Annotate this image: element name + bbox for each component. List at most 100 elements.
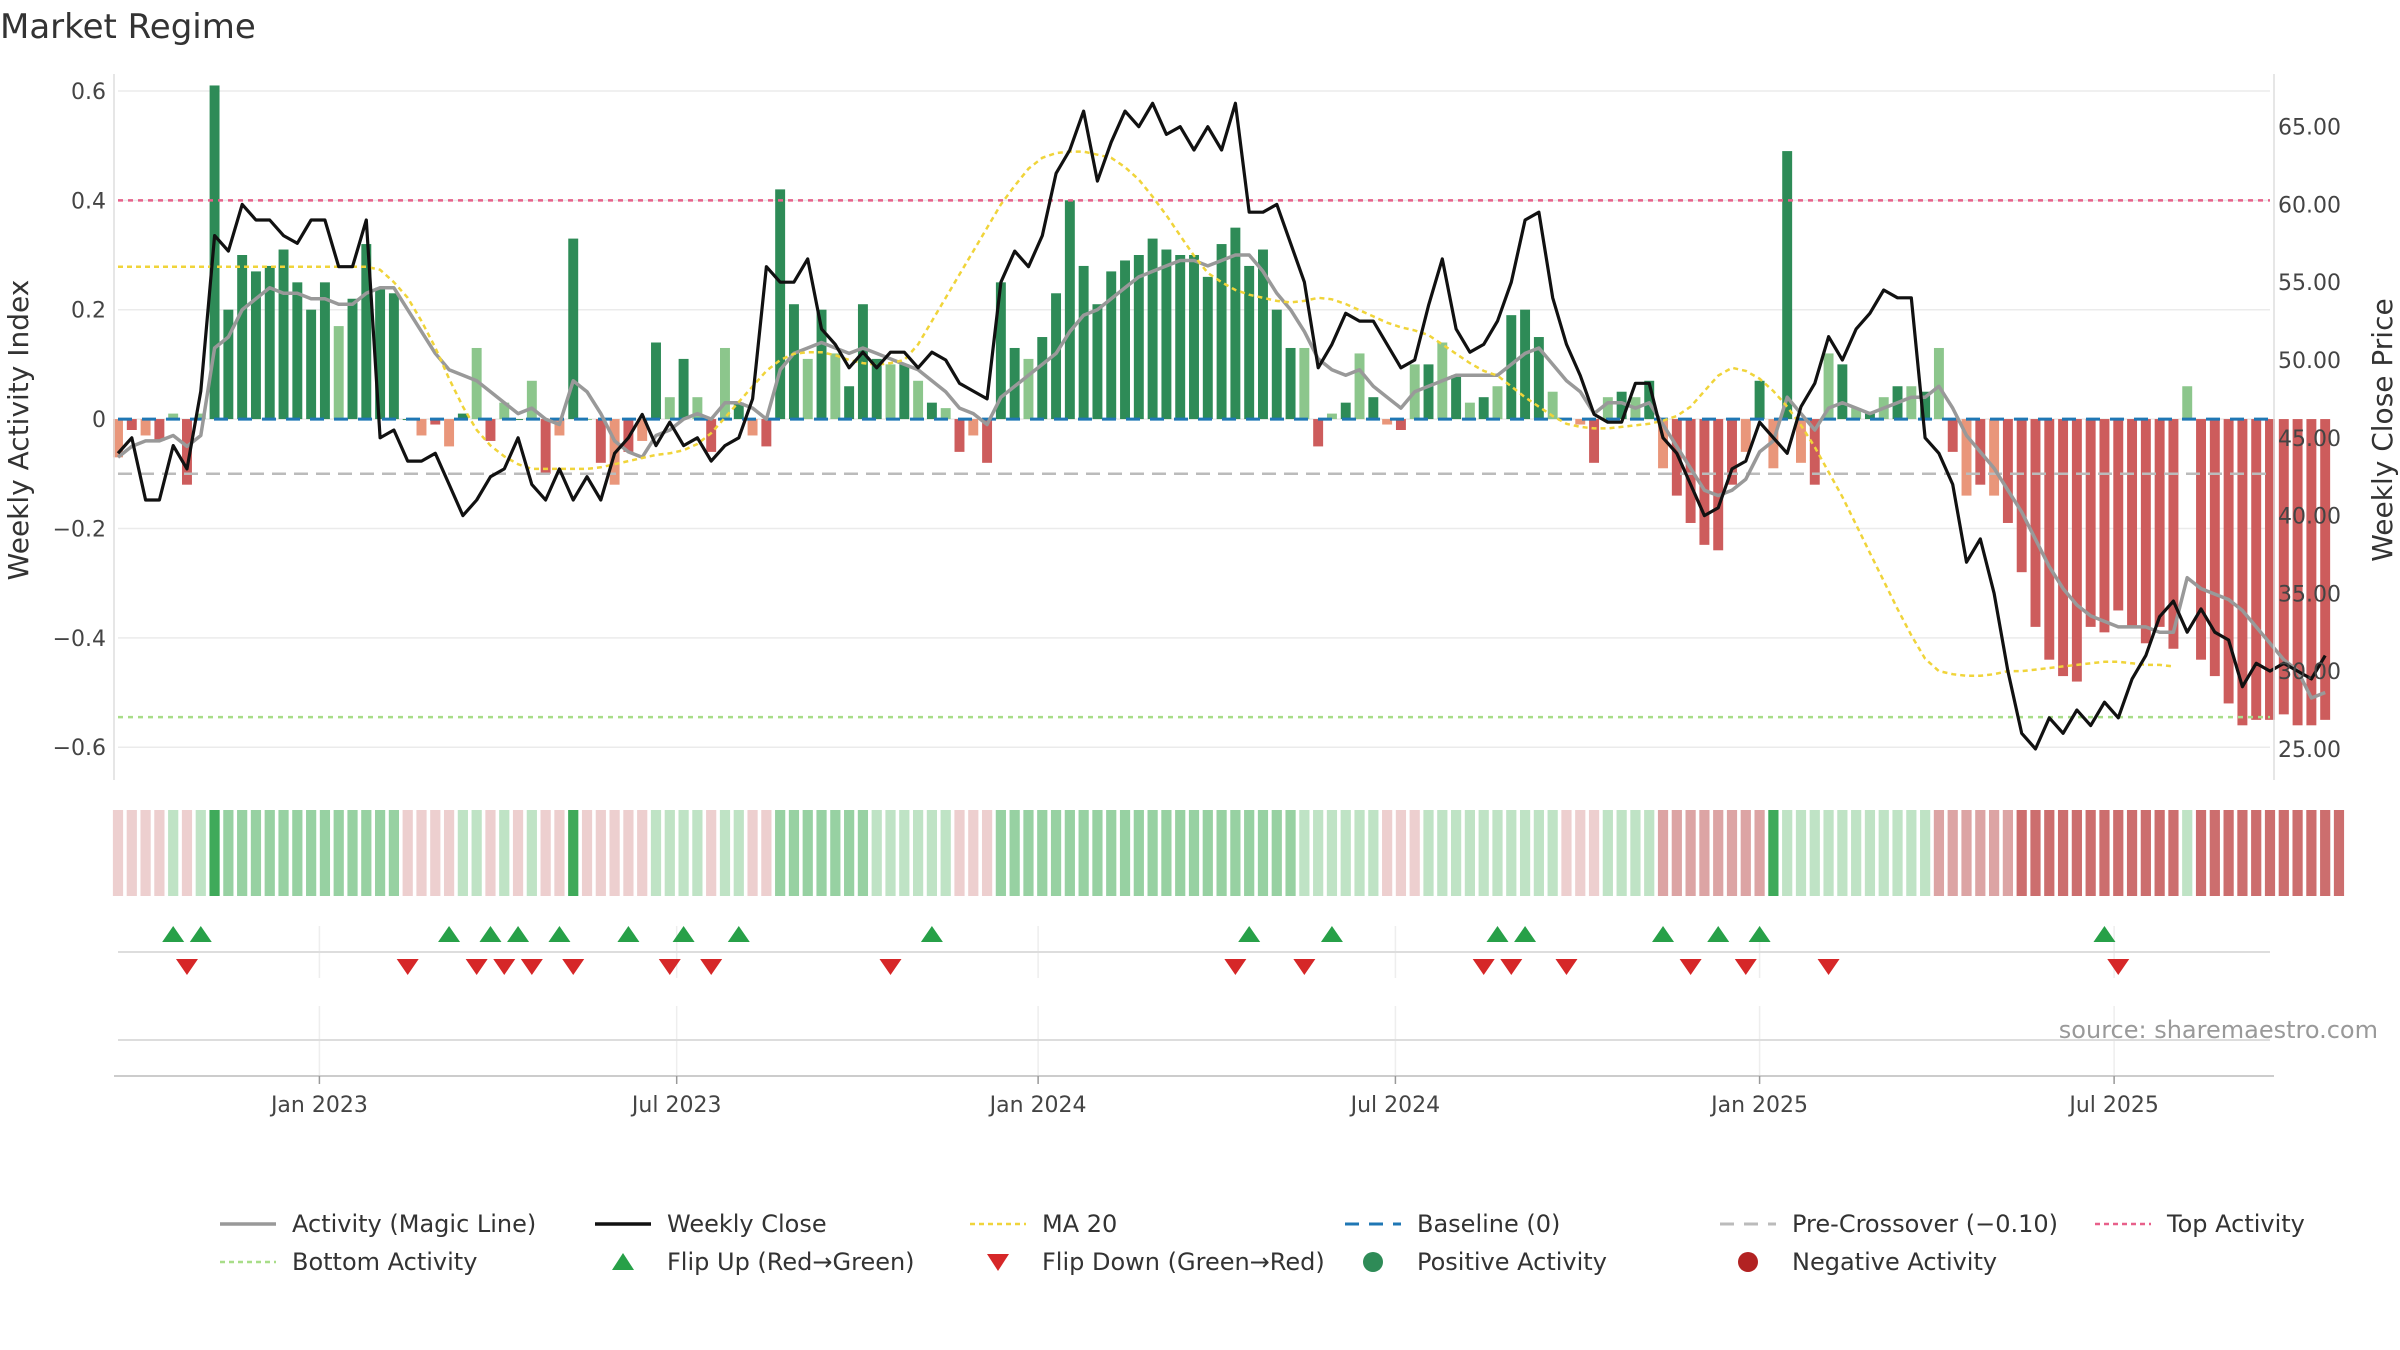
activity-bar — [264, 265, 275, 420]
activity-bar — [1520, 309, 1531, 420]
regime-cell — [1009, 810, 1020, 896]
regime-cell — [664, 810, 675, 896]
activity-bar — [278, 249, 289, 420]
regime-cell — [1340, 810, 1351, 896]
regime-cell — [2140, 810, 2151, 896]
regime-cell — [2113, 810, 2124, 896]
flip-up-marker — [617, 926, 640, 942]
activity-bar — [499, 402, 510, 420]
regime-cell — [223, 810, 234, 896]
activity-bar — [885, 364, 896, 420]
regime-cell — [1092, 810, 1103, 896]
flip-down-marker — [1472, 959, 1495, 975]
activity-bar — [1947, 419, 1958, 452]
activity-bar — [1202, 276, 1213, 420]
regime-cell — [430, 810, 441, 896]
legend-swatch-flip-up — [612, 1253, 634, 1270]
y-tick-left: −0.2 — [53, 517, 106, 542]
activity-bar — [1989, 419, 2000, 496]
regime-cell — [1961, 810, 1972, 896]
activity-bar — [2140, 419, 2151, 644]
ma20-series — [118, 150, 2174, 678]
regime-cell — [816, 810, 827, 896]
regime-cell — [292, 810, 303, 896]
activity-bar — [968, 419, 979, 436]
y-tick-right: 40.00 — [2278, 505, 2341, 530]
activity-bar — [1809, 419, 1820, 485]
flip-up-marker — [1238, 926, 1261, 942]
activity-bar — [237, 255, 248, 420]
regime-cell — [1519, 810, 1531, 896]
activity-bar — [2251, 419, 2262, 720]
regime-cell — [2168, 810, 2179, 896]
activity-bar — [1658, 419, 1668, 469]
regime-cell — [1602, 810, 1613, 896]
regime-cell — [844, 810, 855, 896]
regime-cell — [788, 810, 800, 896]
activity-bar — [940, 408, 951, 420]
regime-cell — [912, 810, 924, 896]
activity-bar — [1258, 249, 1268, 420]
flip-up-marker — [727, 926, 750, 942]
activity-bar — [595, 419, 606, 463]
y-tick-left: 0 — [92, 408, 106, 433]
legend-label: Activity (Magic Line) — [292, 1210, 536, 1238]
regime-cell — [1382, 810, 1393, 896]
regime-cell — [954, 810, 965, 896]
x-tick-label: Jan 2024 — [988, 1093, 1087, 1118]
regime-cell — [554, 810, 565, 896]
legend: Activity (Magic Line) Weekly Close MA 20 Ba… — [220, 1210, 2305, 1276]
flip-up-marker — [1486, 926, 1509, 942]
regime-cell — [581, 810, 593, 896]
activity-bar — [1727, 419, 1737, 485]
regime-cell — [761, 810, 772, 896]
regime-cell — [1423, 810, 1434, 896]
regime-cell — [871, 810, 882, 896]
y-tick-right: 65.00 — [2278, 116, 2341, 141]
regime-cell — [457, 810, 468, 896]
regime-cell — [2182, 810, 2193, 896]
regime-cell — [1050, 810, 1062, 896]
regime-cell — [2154, 810, 2165, 896]
legend-item: Bottom Activity — [220, 1248, 477, 1276]
activity-bar — [1009, 347, 1020, 420]
flip-up-marker — [548, 926, 571, 942]
activity-bar — [2071, 419, 2082, 682]
activity-bar — [871, 358, 882, 420]
flip-down-marker — [1817, 959, 1840, 975]
regime-cell — [1133, 810, 1144, 896]
activity-bar — [816, 309, 827, 420]
activity-bar — [2306, 419, 2317, 726]
activity-bar — [471, 347, 482, 420]
regime-cell — [471, 810, 482, 896]
regime-cell — [1547, 810, 1558, 896]
y-tick-right: 55.00 — [2278, 271, 2341, 296]
activity-bar — [1189, 255, 1199, 420]
flip-down-marker — [700, 959, 723, 975]
regime-cell — [1409, 810, 1420, 896]
activity-bar — [2127, 419, 2138, 627]
activity-bar — [2265, 419, 2275, 720]
regime-cell — [2044, 810, 2055, 896]
activity-bar — [1382, 419, 1393, 425]
x-tick-label: Jan 2023 — [269, 1093, 368, 1118]
regime-cell — [154, 810, 165, 896]
activity-bar — [1271, 309, 1282, 420]
activity-bar — [678, 358, 689, 420]
activity-bar — [1368, 397, 1379, 420]
activity-bar — [2168, 419, 2179, 649]
activity-bar — [2030, 419, 2041, 627]
flip-up-marker — [1514, 926, 1537, 942]
activity-bar — [1699, 419, 1710, 545]
regime-cell — [775, 810, 786, 896]
activity-bar — [444, 419, 455, 447]
regime-cell — [1988, 810, 2000, 896]
legend-label: Baseline (0) — [1417, 1210, 1560, 1238]
regime-cell — [1257, 810, 1269, 896]
activity-bar — [1851, 408, 1862, 420]
y-tick-right: 30.00 — [2278, 660, 2341, 685]
regime-cell — [1161, 810, 1172, 896]
activity-bar — [692, 397, 703, 420]
activity-bar — [2002, 419, 2013, 523]
activity-bar — [1823, 353, 1834, 420]
